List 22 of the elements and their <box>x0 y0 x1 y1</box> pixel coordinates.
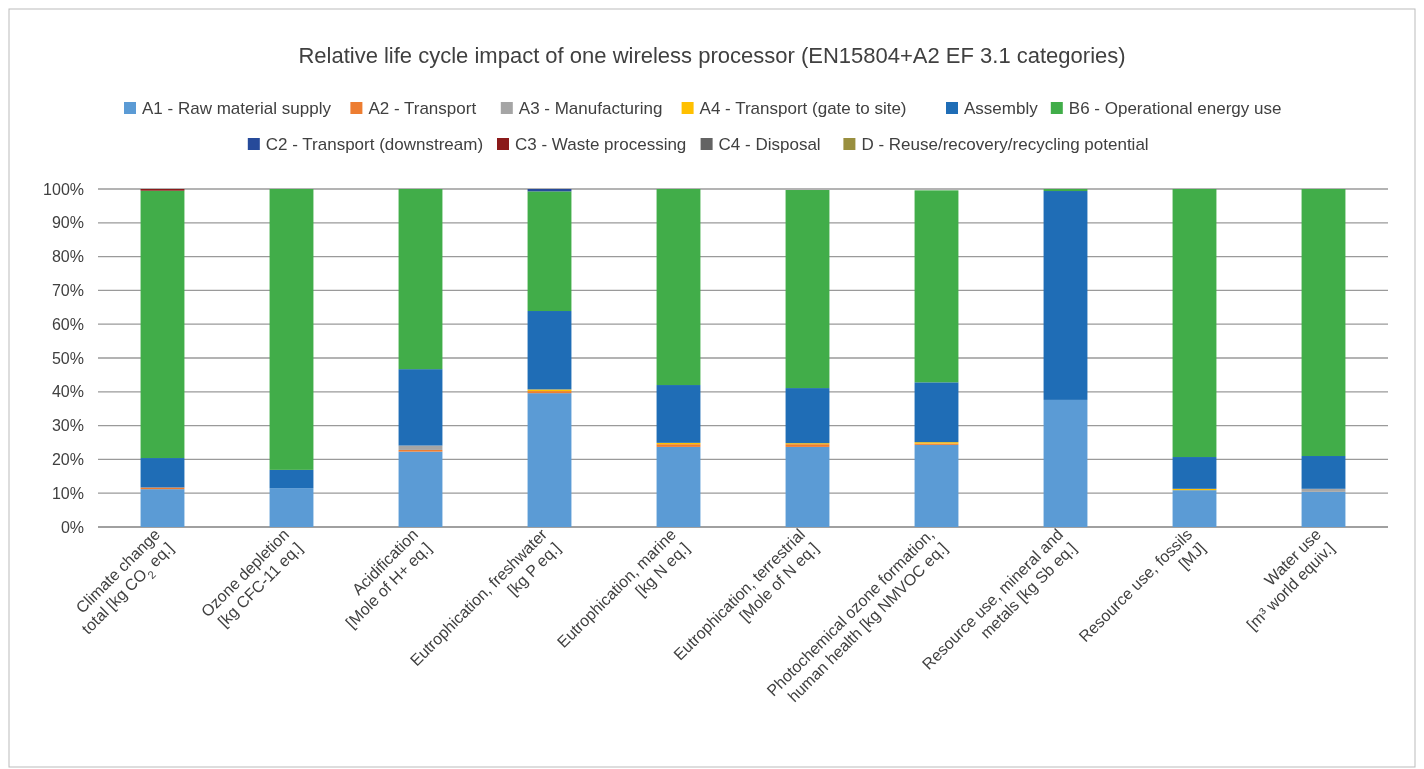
y-tick-label: 90% <box>51 214 84 232</box>
legend-label: A2 - Transport <box>368 99 477 118</box>
legend-label: A4 - Transport (gate to site) <box>699 99 907 118</box>
y-tick-label: 50% <box>51 349 84 367</box>
y-tick-label: 80% <box>51 248 84 266</box>
legend-label: A1 - Raw material supply <box>142 99 332 118</box>
chart-title: Relative life cycle impact of one wireless processor (EN15804+A2 EF 3.1 categories) <box>298 43 1126 68</box>
legend-label: C2 - Transport (downstream) <box>265 135 484 154</box>
y-tick-label: 10% <box>51 484 84 502</box>
legend-label: C4 - Disposal <box>718 135 821 154</box>
y-tick-label: 40% <box>51 383 84 401</box>
legend-label: B6 - Operational energy use <box>1068 99 1282 118</box>
y-tick-label: 20% <box>51 451 84 468</box>
y-tick-label: 70% <box>51 282 84 299</box>
legend-label: Assembly <box>964 99 1039 118</box>
y-tick-label: 60% <box>51 315 84 333</box>
y-tick-label: 100% <box>43 180 84 198</box>
y-tick-label: 0% <box>60 518 84 536</box>
legend-label: C3 - Waste processing <box>515 135 687 154</box>
legend-label: A3 - Manufacturing <box>518 99 663 118</box>
legend-label: D - Reuse/recovery/recycling potential <box>861 135 1149 154</box>
y-tick-label: 30% <box>51 417 84 435</box>
